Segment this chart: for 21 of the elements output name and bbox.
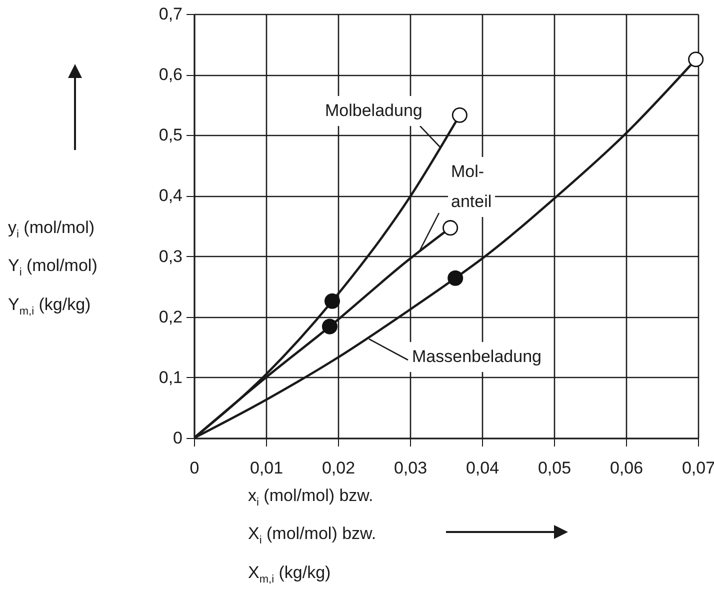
series-label: Molbeladung	[322, 96, 426, 126]
y-tick-label: 0,1	[158, 368, 182, 387]
text: y$_{i}$ (mol/mol) Y$_{i}$ (mol/mol) Y$_{m,i}$ (kg/kg)	[8, 218, 98, 318]
y-tick-label: 0,6	[158, 65, 182, 84]
y-tick-label: 0,2	[158, 307, 182, 326]
y-tick-label: 0,4	[158, 186, 182, 206]
x-tick-label: 0	[190, 458, 200, 478]
x-tick-label: 0,05	[538, 458, 572, 478]
y-tick-label: 0,5	[158, 126, 182, 145]
x-tick-label: 0,01	[250, 458, 284, 478]
series-label: Mol- anteil	[448, 157, 495, 217]
text: x$_{i}$ (mol/mol) bzw. X$_{i}$ (mol/mol) bzw. X$_{m,i}$ (kg/kg)	[248, 486, 376, 586]
x-tick-label: 0,02	[322, 458, 356, 478]
y-tick-label: 0	[173, 428, 182, 448]
x-tick-label: 0,04	[466, 458, 500, 478]
x-tick-label: 0,07	[682, 458, 714, 478]
y-tick-label: 0,7	[158, 4, 182, 24]
x-tick-label: 0,03	[394, 458, 428, 478]
legend-label: Massenbeladung	[409, 342, 544, 372]
x-tick-label: 0,06	[610, 458, 644, 478]
y-tick-label: 0,3	[158, 246, 182, 266]
